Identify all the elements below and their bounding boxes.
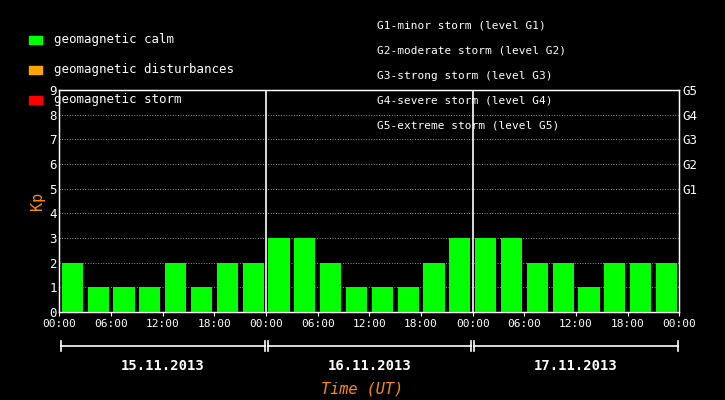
Bar xyxy=(630,263,651,312)
Text: geomagnetic calm: geomagnetic calm xyxy=(54,34,175,46)
Bar xyxy=(526,263,548,312)
Bar xyxy=(656,263,677,312)
Bar xyxy=(552,263,573,312)
Bar xyxy=(243,263,264,312)
Bar xyxy=(475,238,496,312)
Y-axis label: Kp: Kp xyxy=(30,192,45,210)
Bar xyxy=(88,287,109,312)
Bar xyxy=(62,263,83,312)
Text: G5-extreme storm (level G5): G5-extreme storm (level G5) xyxy=(377,120,559,130)
Bar xyxy=(113,287,135,312)
Text: geomagnetic storm: geomagnetic storm xyxy=(54,94,182,106)
Bar xyxy=(450,238,471,312)
Text: 17.11.2013: 17.11.2013 xyxy=(534,359,618,373)
Text: Time (UT): Time (UT) xyxy=(321,381,404,396)
Text: G2-moderate storm (level G2): G2-moderate storm (level G2) xyxy=(377,46,566,56)
Bar xyxy=(501,238,522,312)
Bar xyxy=(139,287,160,312)
Bar xyxy=(217,263,238,312)
Bar xyxy=(423,263,444,312)
Text: G3-strong storm (level G3): G3-strong storm (level G3) xyxy=(377,70,552,80)
Bar xyxy=(346,287,367,312)
Text: G1-minor storm (level G1): G1-minor storm (level G1) xyxy=(377,21,546,31)
Bar xyxy=(165,263,186,312)
Bar xyxy=(397,287,419,312)
Bar xyxy=(320,263,341,312)
Text: 15.11.2013: 15.11.2013 xyxy=(121,359,204,373)
Bar xyxy=(191,287,212,312)
Bar xyxy=(579,287,600,312)
Text: geomagnetic disturbances: geomagnetic disturbances xyxy=(54,64,234,76)
Text: G4-severe storm (level G4): G4-severe storm (level G4) xyxy=(377,95,552,105)
Text: 16.11.2013: 16.11.2013 xyxy=(328,359,411,373)
Bar xyxy=(294,238,315,312)
Bar xyxy=(604,263,626,312)
Bar xyxy=(372,287,393,312)
Bar xyxy=(268,238,289,312)
